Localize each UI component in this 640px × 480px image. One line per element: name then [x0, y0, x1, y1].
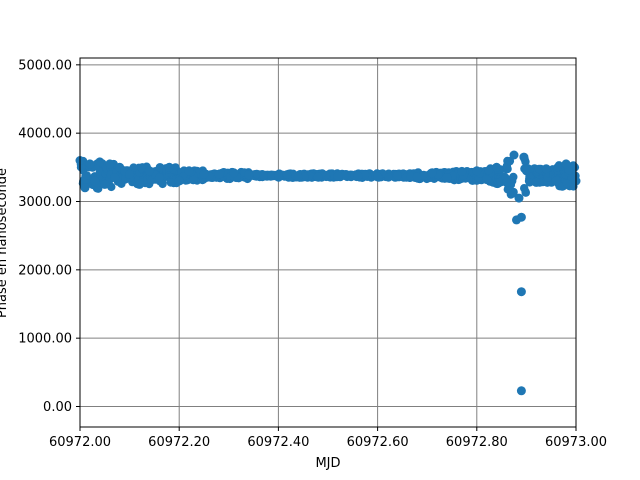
data-point: [457, 166, 467, 176]
data-point: [90, 176, 100, 186]
x-axis-ticks: 60972.00 60972.20 60972.40 60972.60 60972.80…: [49, 427, 607, 450]
y-tick-label: 4000.00: [18, 127, 72, 142]
band-marker: [503, 185, 512, 194]
data-point: [561, 159, 571, 169]
data-point: [174, 176, 184, 186]
band-marker: [521, 188, 530, 197]
data-point: [551, 176, 561, 186]
band-marker: [252, 169, 261, 179]
data-point: [531, 177, 541, 187]
data-point: [514, 193, 524, 203]
x-axis-label: MJD: [315, 456, 340, 471]
data-points: [75, 150, 581, 396]
data-point: [85, 159, 95, 169]
x-tick-label: 60972.00: [49, 435, 111, 450]
data-point: [353, 171, 363, 181]
data-point: [521, 166, 531, 176]
band-marker: [189, 175, 198, 185]
band-marker: [509, 172, 518, 182]
band-marker: [282, 170, 292, 179]
data-point: [105, 159, 115, 169]
plot-frame: [79, 57, 577, 428]
data-point: [492, 162, 502, 172]
band-marker: [384, 173, 393, 182]
data-point: [373, 172, 383, 182]
data-point: [313, 172, 323, 182]
data-point: [412, 172, 422, 182]
data-point: [472, 166, 482, 176]
plot-background: [80, 58, 576, 427]
y-tick-label: 5000.00: [18, 58, 72, 73]
y-tick-label: 3000.00: [18, 195, 72, 210]
band-marker: [166, 178, 175, 187]
data-point: [144, 166, 154, 176]
data-point: [184, 166, 194, 176]
data-point: [100, 179, 110, 189]
band-marker: [562, 179, 571, 188]
data-point: [442, 173, 452, 183]
y-tick-label: 1000.00: [18, 332, 72, 347]
data-point: [135, 179, 144, 189]
band-marker: [525, 178, 534, 187]
data-point: [80, 183, 90, 193]
data-point: [164, 162, 174, 172]
data-point: [110, 173, 120, 183]
band-marker: [137, 164, 146, 173]
band-marker: [266, 171, 275, 181]
y-axis-ticks: 0.00 1000.00 2000.00 3000.00 4000.00 5000.00: [18, 58, 80, 415]
data-point: [199, 169, 209, 179]
band-marker: [406, 172, 415, 181]
band-marker: [340, 171, 349, 180]
y-tick-label: 2000.00: [18, 263, 72, 278]
band-marker: [360, 170, 370, 180]
data-point: [502, 177, 512, 187]
band-marker: [553, 163, 562, 172]
data-point: [259, 171, 268, 180]
data-point: [392, 171, 402, 180]
x-tick-label: 60973.00: [545, 435, 607, 450]
data-point: [516, 386, 526, 396]
data-point: [519, 152, 529, 162]
data-point: [427, 168, 437, 178]
data-point: [229, 168, 239, 178]
band-marker: [484, 166, 494, 175]
data-point: [95, 157, 105, 167]
data-point: [125, 169, 135, 179]
y-tick-label: 0.00: [43, 400, 72, 415]
data-point: [516, 287, 526, 297]
band-marker: [82, 171, 92, 180]
data-point: [482, 175, 492, 185]
x-tick-label: 60972.80: [446, 435, 508, 450]
band-marker: [534, 164, 544, 174]
x-tick-label: 60972.60: [347, 435, 409, 450]
x-tick-label: 60972.20: [148, 435, 210, 450]
data-point: [154, 173, 164, 183]
data-point: [273, 171, 283, 180]
band-marker: [76, 163, 86, 172]
x-tick-label: 60972.40: [247, 435, 309, 450]
data-point: [541, 164, 551, 174]
band-marker: [129, 163, 138, 172]
data-band: [76, 154, 580, 199]
y-axis-label: Phase en nanoseconde: [0, 168, 10, 318]
data-point: [516, 212, 526, 222]
data-point: [333, 171, 343, 181]
data-point: [509, 150, 519, 160]
data-point: [293, 172, 303, 182]
data-point: [244, 170, 254, 180]
data-point: [214, 169, 224, 179]
